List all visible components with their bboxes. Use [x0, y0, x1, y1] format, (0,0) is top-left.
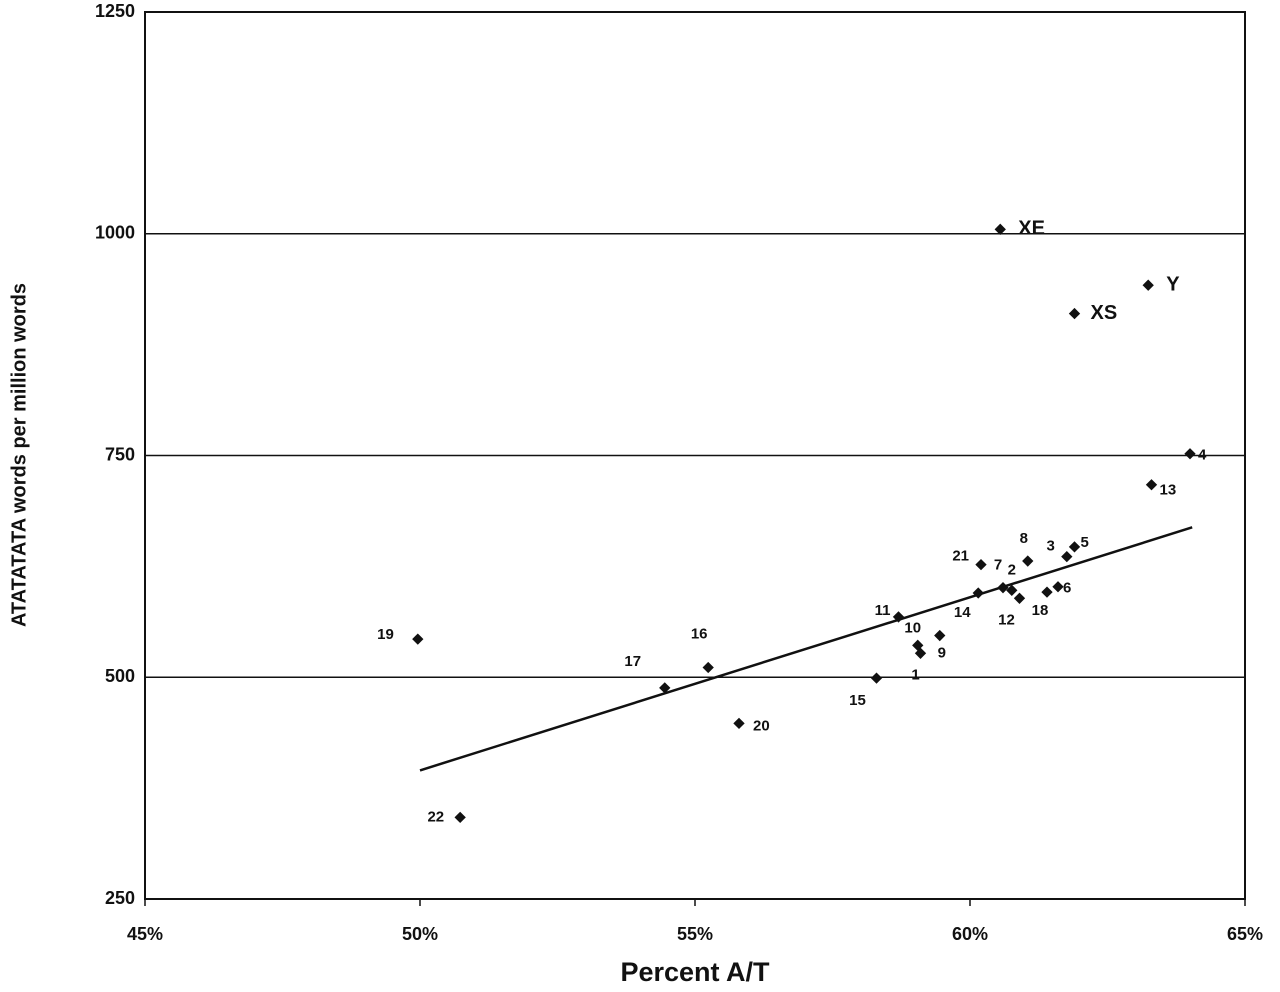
- plot-border: [144, 11, 1246, 900]
- point-label: 3: [1046, 538, 1054, 555]
- point-label: 14: [954, 604, 971, 621]
- y-tick-label: 250: [105, 888, 135, 908]
- point-label: 11: [875, 602, 891, 619]
- data-point: [914, 647, 927, 659]
- data-point: [412, 633, 424, 645]
- point-label: 10: [904, 619, 921, 636]
- data-point: [1142, 279, 1154, 291]
- point-label: XS: [1091, 302, 1118, 324]
- data-point: [975, 558, 987, 571]
- x-tick-label: 65%: [1227, 924, 1263, 944]
- x-tick-label: 50%: [402, 924, 438, 944]
- point-label: 21: [952, 548, 969, 565]
- data-point: [1068, 541, 1081, 553]
- data-point: [1068, 307, 1081, 320]
- point-label: 6: [1063, 580, 1071, 597]
- data-point: [997, 582, 1009, 594]
- point-label: 22: [427, 808, 444, 825]
- data-point: [870, 672, 883, 684]
- y-tick-label: 500: [105, 666, 135, 686]
- data-point: [1022, 555, 1034, 567]
- point-label: 7: [994, 557, 1002, 574]
- x-axis-title: Percent A/T: [620, 957, 770, 987]
- y-tick-label: 1000: [95, 223, 135, 243]
- x-tick-label: 55%: [677, 924, 713, 944]
- point-label: 5: [1081, 534, 1089, 551]
- data-point: [1013, 592, 1026, 604]
- point-label: XE: [1018, 218, 1045, 240]
- point-label: 1: [911, 666, 919, 683]
- data-point: [972, 587, 984, 599]
- point-label: 17: [624, 653, 641, 670]
- point-label: 19: [377, 626, 394, 643]
- point-label: 15: [849, 692, 866, 709]
- x-tick-label: 45%: [127, 924, 163, 944]
- point-label: 4: [1198, 447, 1207, 464]
- data-point: [1052, 581, 1064, 593]
- data-point: [1041, 586, 1053, 598]
- point-label: 18: [1032, 602, 1049, 619]
- point-label: 8: [1020, 530, 1028, 547]
- point-label: 2: [1008, 561, 1016, 578]
- y-tick-label: 1250: [95, 1, 135, 21]
- data-point: [733, 717, 745, 730]
- point-label: 9: [938, 645, 946, 662]
- y-tick-label: 750: [105, 444, 135, 464]
- data-point: [1061, 550, 1073, 563]
- data-point: [1184, 448, 1196, 460]
- data-point: [994, 223, 1006, 235]
- point-label: 16: [691, 625, 708, 642]
- point-label: 20: [753, 717, 770, 734]
- data-point: [702, 661, 714, 674]
- point-label: 13: [1160, 482, 1177, 499]
- point-label: Y: [1166, 273, 1180, 295]
- data-point: [1006, 584, 1018, 596]
- y-axis-title: ATATATATA words per million words: [8, 283, 30, 627]
- data-point: [454, 811, 466, 824]
- trendline: [419, 526, 1193, 772]
- data-point: [659, 682, 671, 694]
- data-point: [892, 611, 905, 623]
- point-label: 12: [998, 611, 1015, 628]
- data-point: [934, 629, 946, 642]
- data-point: [1145, 479, 1158, 491]
- x-tick-label: 60%: [952, 924, 988, 944]
